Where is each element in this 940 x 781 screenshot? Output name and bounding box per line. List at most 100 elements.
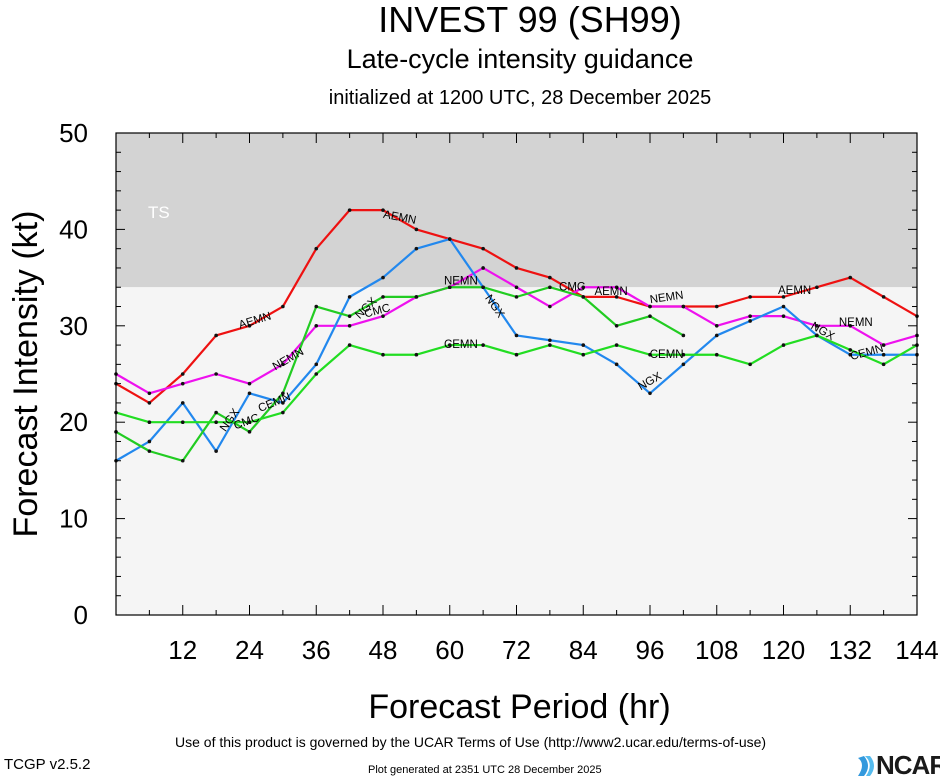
data-point [748,319,752,323]
data-point [581,285,586,290]
data-point [748,314,752,318]
x-tick-label: 108 [695,635,738,665]
data-point [214,449,218,453]
data-point [714,352,719,357]
data-point [648,352,652,357]
initialization-time: initialized at 1200 UTC, 28 December 202… [328,87,712,109]
data-point [681,352,686,357]
data-point [714,324,719,328]
data-point [581,352,586,357]
data-point [147,391,152,396]
data-point [548,285,552,290]
data-point [314,246,319,251]
x-tick-label: 84 [569,635,598,665]
data-point [881,295,886,299]
data-point [414,246,419,251]
data-point [648,391,652,396]
data-point [648,314,652,318]
series-label: NEMN [444,275,478,287]
data-point [247,324,252,328]
x-tick-label: 60 [435,635,464,665]
series-label: CEMN [444,339,478,351]
data-point [614,362,619,367]
data-point [347,314,352,318]
data-point [481,266,485,270]
data-point [481,285,485,290]
data-point [347,295,352,299]
data-point [748,362,752,367]
data-point [481,343,485,347]
data-point [314,372,319,376]
data-point [781,343,786,347]
data-point [381,208,385,212]
data-point [848,352,853,357]
data-point [881,362,886,367]
data-point [781,314,786,318]
data-point [748,295,752,299]
data-point [414,352,419,357]
data-point [514,285,519,290]
data-point [514,266,519,270]
band-label: TS [148,203,170,222]
data-point [714,333,719,338]
ncar-logo-text: NCAR [876,750,940,780]
data-point [848,324,853,328]
x-tick-label: 132 [829,635,872,665]
x-tick-label: 24 [235,635,264,665]
data-point [514,295,519,299]
ncar-logo: NCAR [856,750,940,780]
data-point [548,304,552,309]
data-point [815,324,819,328]
data-point [815,333,819,338]
data-point [147,449,152,453]
chart-subtitle: Late-cycle intensity guidance [346,44,694,74]
series-label: NEMN [649,290,684,307]
data-point [681,333,686,338]
series-line-cmc [115,286,684,462]
data-point [581,343,586,347]
y-tick-label: 30 [59,311,88,341]
generated-timestamp: Plot generated at 2351 UTC 28 December 2… [368,764,602,776]
series-label: AEMN [778,285,811,297]
data-point [681,304,686,309]
data-point [381,275,385,280]
y-tick-label: 10 [59,504,88,534]
y-tick-label: 20 [59,407,88,437]
data-point [180,381,185,386]
data-point [548,338,552,343]
data-point [681,362,686,367]
x-tick-label: 144 [895,635,938,665]
data-point [314,324,319,328]
data-point [815,285,819,290]
data-point [614,324,619,328]
data-point [180,372,185,376]
data-point [281,391,285,396]
data-point [781,295,786,299]
data-point [347,324,352,328]
data-point [381,295,385,299]
series-label: CEMN [650,349,684,361]
data-point [247,420,252,425]
data-point [447,343,452,347]
y-axis-label: Forecast Intensity (kt) [7,211,45,538]
data-point [180,458,185,463]
data-point [381,352,385,357]
y-tick-label: 0 [74,600,88,630]
chart-title: INVEST 99 (SH99) [378,0,682,40]
data-point [414,295,419,299]
data-point [381,314,385,318]
x-tick-label: 96 [636,635,665,665]
terms-of-use: Use of this product is governed by the U… [175,734,767,750]
data-point [281,410,285,415]
x-tick-label: 12 [168,635,197,665]
data-point [848,275,853,280]
data-point [347,208,352,212]
data-point [548,275,552,280]
series-label: NEMN [839,317,873,329]
x-tick-label: 120 [762,635,805,665]
intensity-bands: TS [116,133,917,615]
data-point [214,372,218,376]
chart-series [114,208,919,463]
series-label: CMC [559,281,585,293]
data-point [347,343,352,347]
